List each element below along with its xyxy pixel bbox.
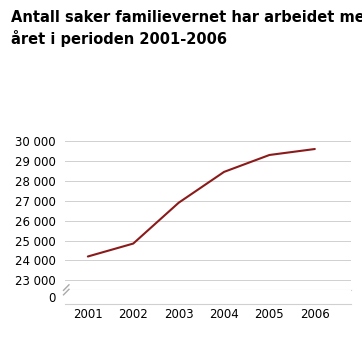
Text: Antall saker familievernet har arbeidet med i løpet av
året i perioden 2001-2006: Antall saker familievernet har arbeidet … (11, 10, 362, 47)
